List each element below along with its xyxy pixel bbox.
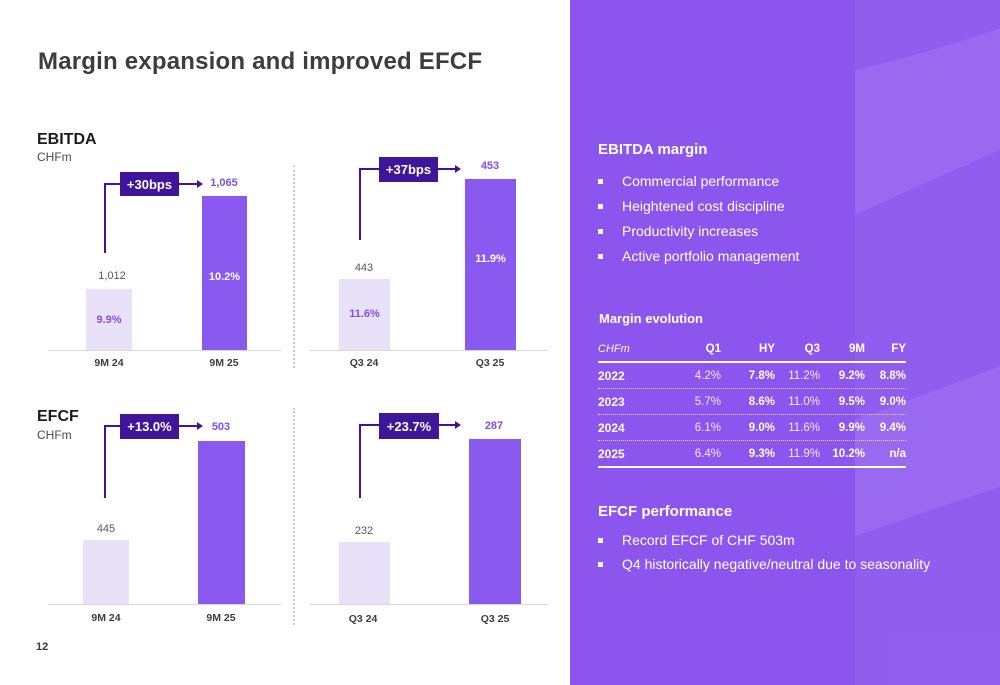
bar-value-label: 1,012 bbox=[98, 270, 126, 282]
list-item: Productivity increases bbox=[598, 223, 988, 240]
delta-badge: +23.7% bbox=[379, 413, 439, 439]
arrow-shaft bbox=[438, 168, 455, 170]
page-number: 12 bbox=[36, 641, 49, 653]
list-item: Commercial performance bbox=[598, 173, 988, 190]
bar-value-label: 287 bbox=[484, 420, 504, 432]
bar-value-label: 503 bbox=[211, 421, 231, 433]
x-axis-label: Q3 25 bbox=[480, 613, 510, 625]
arrow-right-icon bbox=[455, 165, 461, 173]
bar bbox=[469, 439, 521, 604]
x-axis bbox=[310, 350, 548, 351]
arrow-shaft bbox=[179, 425, 197, 427]
margin-evolution-table: CHFm Q1 HY Q3 9M FY 2022 4.2% 7.8% 11.2%… bbox=[598, 337, 906, 468]
bar bbox=[86, 289, 132, 350]
connector-line bbox=[104, 425, 106, 498]
chart-divider bbox=[293, 408, 295, 625]
table-header-row: CHFm Q1 HY Q3 9M FY bbox=[598, 337, 906, 363]
delta-badge: +30bps bbox=[120, 172, 179, 196]
bar-margin-label: 10.2% bbox=[208, 271, 241, 283]
table-title: Margin evolution bbox=[599, 311, 703, 326]
x-axis-label: Q3 24 bbox=[348, 613, 378, 625]
bar bbox=[198, 441, 245, 604]
bar-value-label: 232 bbox=[354, 525, 374, 537]
bar-margin-label: 11.9% bbox=[475, 253, 506, 265]
bar-value-label: 445 bbox=[96, 523, 116, 535]
connector-line bbox=[104, 183, 120, 185]
bar bbox=[83, 540, 129, 604]
bullet-square-icon bbox=[598, 229, 603, 234]
x-axis bbox=[48, 604, 281, 605]
column-header: HY bbox=[759, 343, 775, 355]
column-header: Q1 bbox=[705, 343, 721, 355]
arrow-shaft bbox=[179, 183, 197, 185]
section-unit: CHFm bbox=[37, 150, 72, 164]
x-axis-label: Q3 24 bbox=[349, 357, 379, 369]
bar bbox=[339, 542, 390, 604]
x-axis bbox=[48, 350, 281, 351]
bullet-square-icon bbox=[598, 254, 603, 259]
section-title-ebitda: EBITDA bbox=[37, 131, 97, 148]
arc-pattern-decoration bbox=[855, 0, 1000, 685]
page-title: Margin expansion and improved EFCF bbox=[38, 48, 483, 75]
bar-value-label: 443 bbox=[354, 262, 374, 274]
sidebar-heading-efcf-performance: EFCF performance bbox=[598, 503, 733, 520]
bar-margin-label: 11.6% bbox=[349, 308, 380, 320]
table-row: 2023 5.7% 8.6% 11.0% 9.5% 9.0% bbox=[598, 389, 906, 415]
arrow-shaft bbox=[439, 424, 455, 426]
bar bbox=[465, 179, 516, 350]
table-row: 2022 4.2% 7.8% 11.2% 9.2% 8.8% bbox=[598, 363, 906, 389]
chart-divider bbox=[293, 165, 295, 368]
section-title-efcf: EFCF bbox=[37, 408, 79, 425]
column-header: CHFm bbox=[598, 343, 630, 355]
bar-value-label: 1,065 bbox=[210, 177, 238, 189]
list-item: Active portfolio management bbox=[598, 248, 988, 265]
list-item: Heightened cost discipline bbox=[598, 198, 988, 215]
sidebar-panel bbox=[570, 0, 1000, 685]
bar-margin-label: 9.9% bbox=[96, 314, 122, 326]
x-axis-label: 9M 25 bbox=[209, 357, 239, 369]
list-item: Q4 historically negative/neutral due to … bbox=[598, 556, 988, 573]
connector-line bbox=[359, 168, 379, 170]
connector-line bbox=[359, 424, 379, 426]
column-header: Q3 bbox=[804, 343, 820, 355]
bar-value-label: 453 bbox=[480, 160, 500, 172]
arrow-right-icon bbox=[197, 422, 203, 430]
connector-line bbox=[104, 183, 106, 253]
bullet-square-icon bbox=[598, 204, 603, 209]
sidebar-heading-ebitda-margin: EBITDA margin bbox=[598, 141, 708, 158]
connector-line bbox=[359, 168, 361, 240]
delta-badge: +13.0% bbox=[120, 414, 179, 439]
x-axis-label: Q3 25 bbox=[475, 357, 505, 369]
column-header: FY bbox=[891, 343, 906, 355]
x-axis bbox=[310, 604, 548, 605]
x-axis-label: 9M 25 bbox=[206, 612, 236, 624]
bullet-square-icon bbox=[598, 179, 603, 184]
arrow-right-icon bbox=[197, 180, 203, 188]
bullet-square-icon bbox=[598, 562, 603, 567]
arrow-right-icon bbox=[455, 421, 461, 429]
column-header: 9M bbox=[849, 343, 865, 355]
table-row: 2024 6.1% 9.0% 11.6% 9.9% 9.4% bbox=[598, 415, 906, 441]
x-axis-label: 9M 24 bbox=[91, 612, 121, 624]
x-axis-label: 9M 24 bbox=[94, 357, 124, 369]
connector-line bbox=[359, 424, 361, 498]
table-row: 2025 6.4% 9.3% 11.9% 10.2% n/a bbox=[598, 441, 906, 468]
bullet-square-icon bbox=[598, 538, 603, 543]
bar bbox=[202, 196, 247, 350]
section-unit: CHFm bbox=[37, 428, 72, 442]
list-item: Record EFCF of CHF 503m bbox=[598, 532, 988, 549]
connector-line bbox=[104, 425, 120, 427]
bar bbox=[339, 279, 390, 350]
delta-badge: +37bps bbox=[379, 157, 438, 182]
